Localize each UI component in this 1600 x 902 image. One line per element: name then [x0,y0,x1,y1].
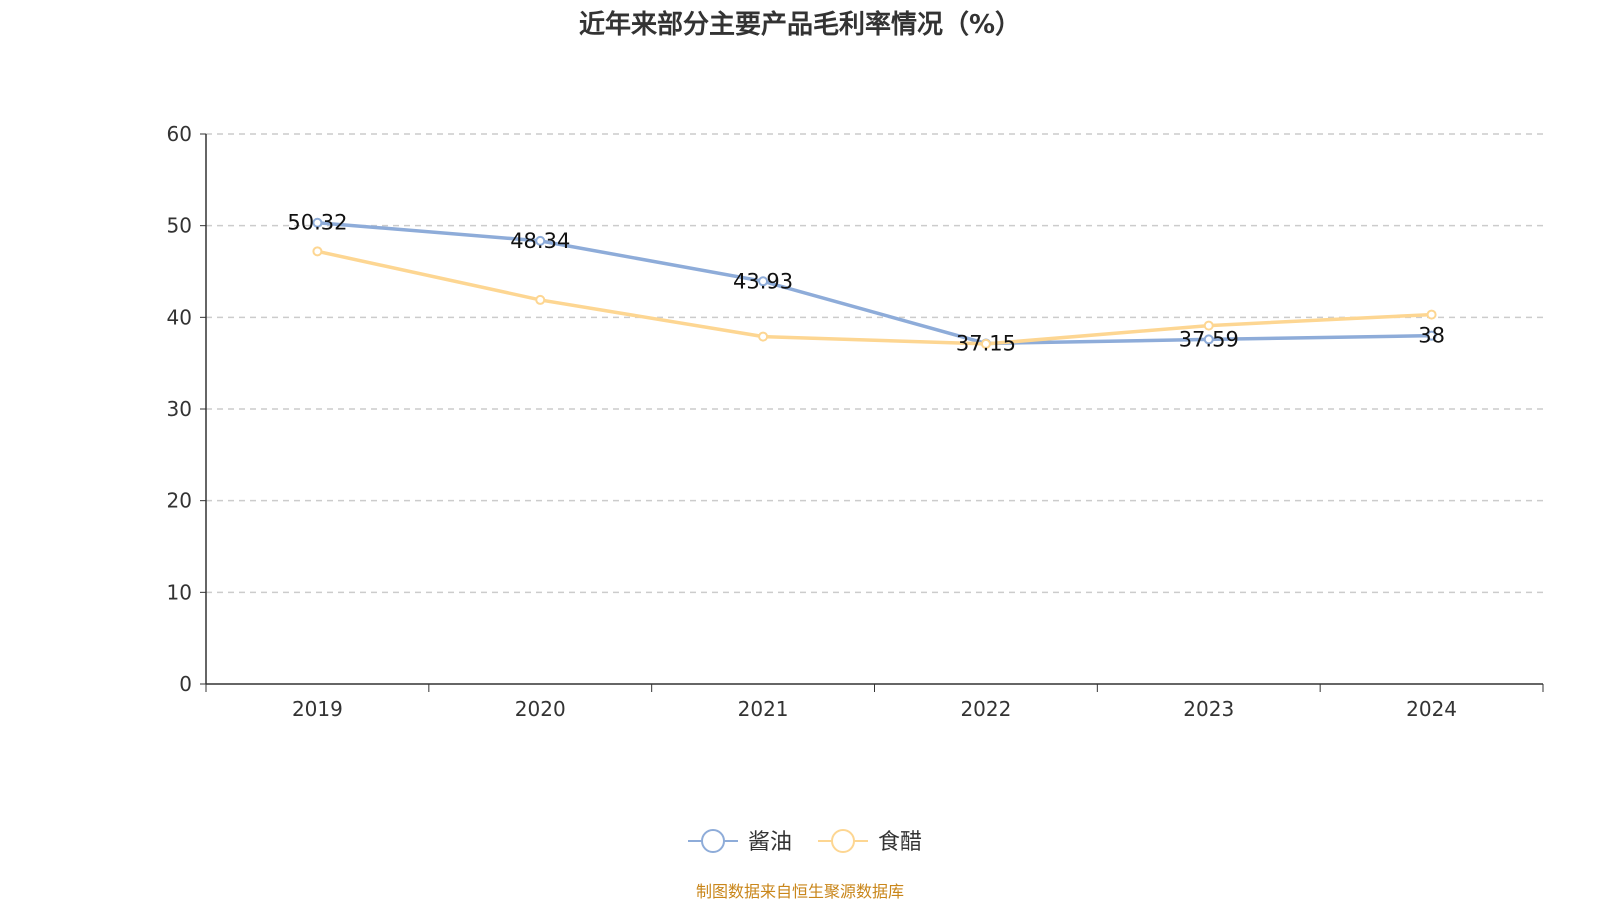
data-label: 37.15 [956,331,1016,355]
y-tick-label: 60 [167,122,192,146]
data-point [312,246,323,257]
legend-label: 酱油 [748,830,792,855]
legend-label: 食醋 [878,830,922,855]
y-tick-label: 0 [179,672,192,696]
chart-title: 近年来部分主要产品毛利率情况（%） [578,10,1022,40]
data-source-note: 制图数据来自恒生聚源数据库 [695,882,904,901]
x-tick-label: 2022 [960,697,1011,721]
legend-marker [831,829,855,853]
data-point [535,294,546,305]
data-point [312,217,323,228]
y-tick-label: 30 [167,397,192,421]
data-label: 38 [1418,324,1445,348]
data-point [980,338,991,349]
data-point [1203,320,1214,331]
data-point [758,276,769,287]
x-tick-label: 2019 [292,697,343,721]
data-label: 48.34 [510,229,570,253]
series-line-食醋 [317,249,1432,346]
data-label: 37.59 [1179,327,1239,351]
y-tick-label: 50 [167,214,192,238]
data-label: 50.32 [287,211,347,235]
x-tick-label: 2024 [1406,697,1457,721]
legend-marker [701,829,725,853]
data-point [1426,309,1437,320]
series-line-酱油 [317,220,1432,346]
y-tick-label: 10 [167,580,192,604]
y-tick-label: 40 [167,305,192,329]
data-label: 43.93 [733,269,793,293]
y-tick-label: 20 [167,489,192,513]
data-point [758,331,769,342]
data-point [1203,334,1214,345]
x-tick-label: 2021 [738,697,789,721]
data-point [1426,330,1437,341]
data-point [535,235,546,246]
x-tick-label: 2020 [515,697,566,721]
x-tick-label: 2023 [1183,697,1234,721]
